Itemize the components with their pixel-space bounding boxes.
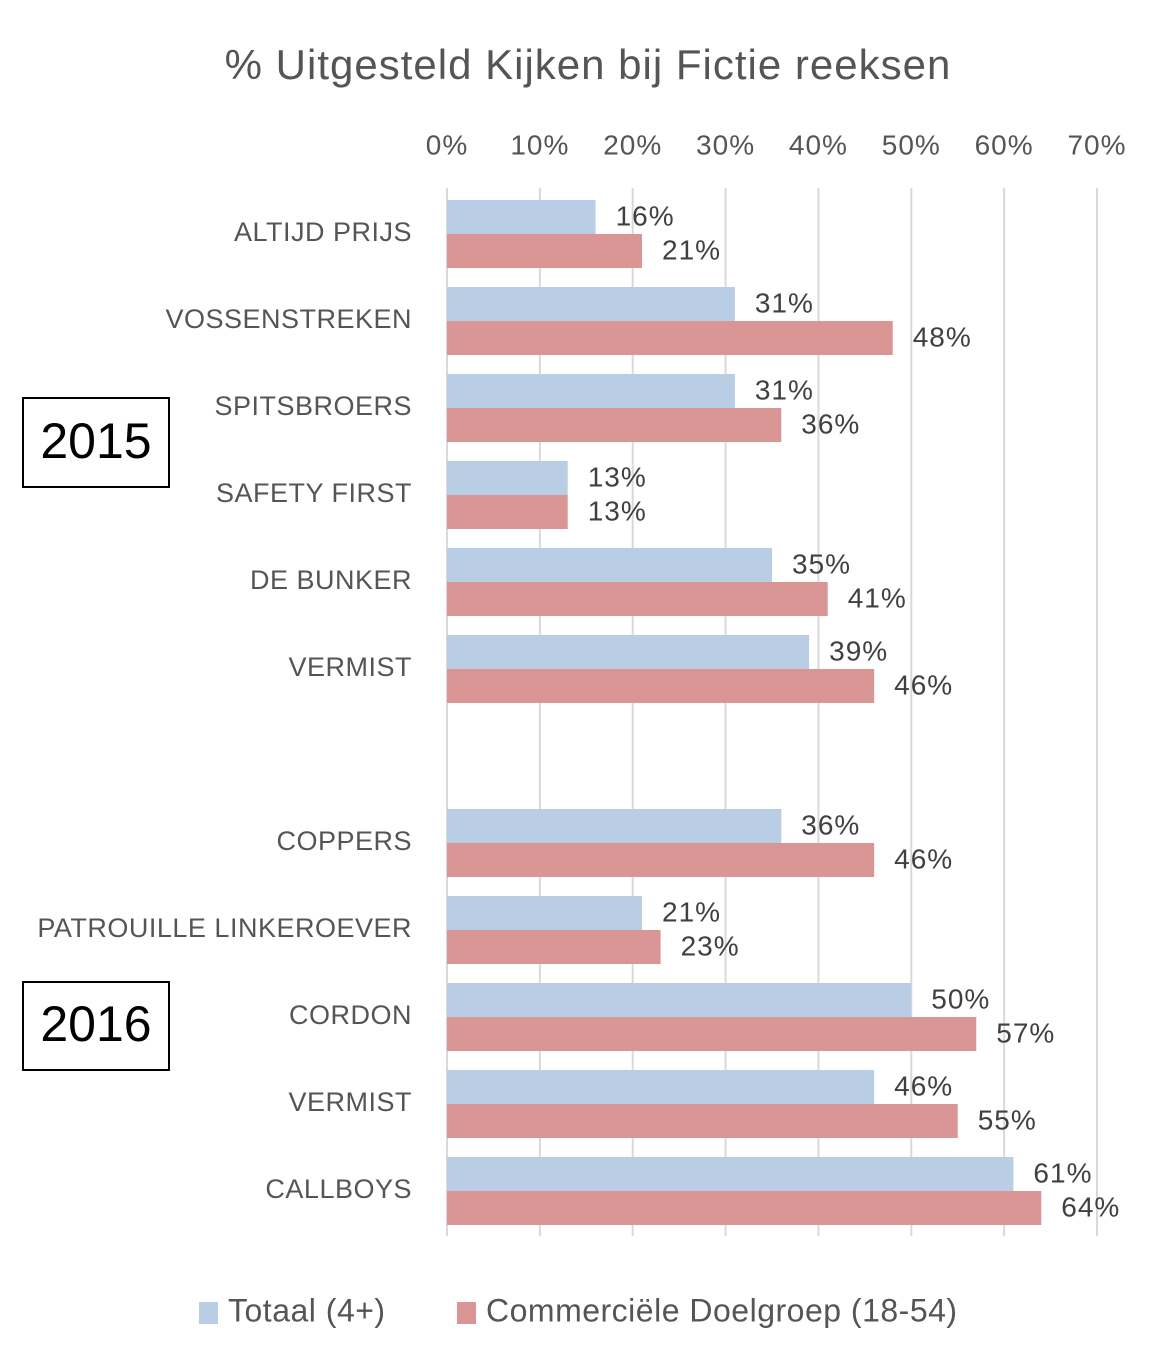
data-label: 55% xyxy=(978,1104,1037,1135)
y-tick-label: CALLBOYS xyxy=(265,1174,412,1204)
bar xyxy=(447,896,642,930)
bar xyxy=(447,321,893,355)
data-label: 46% xyxy=(894,1070,953,1101)
bar xyxy=(447,669,875,703)
data-label: 64% xyxy=(1061,1191,1120,1222)
legend-swatch xyxy=(457,1302,476,1324)
bar xyxy=(447,983,912,1017)
data-label: 50% xyxy=(931,983,990,1014)
bar xyxy=(447,1191,1042,1225)
data-label: 36% xyxy=(801,408,860,439)
bar xyxy=(447,548,772,582)
data-label: 13% xyxy=(588,461,647,492)
bar xyxy=(447,809,782,843)
bar xyxy=(447,582,828,616)
bar xyxy=(447,234,642,268)
x-tick-label: 60% xyxy=(975,129,1034,160)
annotation-box xyxy=(22,397,170,488)
y-tick-label: SAFETY FIRST xyxy=(216,478,412,508)
x-tick-label: 70% xyxy=(1067,129,1126,160)
y-tick-label: VERMIST xyxy=(288,652,412,682)
x-tick-label: 50% xyxy=(882,129,941,160)
bar xyxy=(447,1157,1014,1191)
annotation-box xyxy=(22,981,170,1071)
x-tick-label: 30% xyxy=(696,129,755,160)
data-label: 31% xyxy=(755,374,814,405)
data-label: 36% xyxy=(801,809,860,840)
bar xyxy=(447,1017,977,1051)
data-label: 23% xyxy=(681,930,740,961)
bar xyxy=(447,408,782,442)
bar xyxy=(447,1070,875,1104)
data-label: 35% xyxy=(792,548,851,579)
bar xyxy=(447,930,661,964)
y-tick-label: PATROUILLE LINKEROEVER xyxy=(37,913,412,943)
bar xyxy=(447,374,735,408)
y-tick-label: SPITSBROERS xyxy=(214,391,412,421)
bar xyxy=(447,495,568,529)
chart-title: % Uitgesteld Kijken bij Fictie reeksen xyxy=(225,41,952,88)
annotation: 2015 xyxy=(40,413,151,469)
data-label: 61% xyxy=(1033,1157,1092,1188)
y-tick-label: ALTIJD PRIJS xyxy=(234,217,412,247)
data-label: 46% xyxy=(894,843,953,874)
x-tick-label: 0% xyxy=(426,129,468,160)
y-tick-label: VOSSENSTREKEN xyxy=(165,304,412,334)
bar xyxy=(447,200,596,234)
data-label: 13% xyxy=(588,495,647,526)
bar xyxy=(447,843,875,877)
y-tick-label: CORDON xyxy=(289,1000,412,1030)
annotation: 2016 xyxy=(40,996,151,1052)
data-label: 21% xyxy=(662,896,721,927)
x-tick-label: 20% xyxy=(603,129,662,160)
data-label: 31% xyxy=(755,287,814,318)
data-label: 16% xyxy=(616,200,675,231)
data-label: 48% xyxy=(913,321,972,352)
y-tick-label: DE BUNKER xyxy=(250,565,412,595)
legend-label: Totaal (4+) xyxy=(228,1292,386,1328)
bar xyxy=(447,461,568,495)
bar xyxy=(447,1104,958,1138)
data-label: 21% xyxy=(662,234,721,265)
y-tick-label: VERMIST xyxy=(288,1087,412,1117)
y-tick-label: COPPERS xyxy=(276,826,412,856)
x-tick-label: 10% xyxy=(510,129,569,160)
data-label: 41% xyxy=(848,582,907,613)
bar xyxy=(447,287,735,321)
legend-swatch xyxy=(199,1302,218,1324)
data-label: 46% xyxy=(894,669,953,700)
data-label: 39% xyxy=(829,635,888,666)
x-tick-label: 40% xyxy=(789,129,848,160)
bar xyxy=(447,635,810,669)
data-label: 57% xyxy=(996,1017,1055,1048)
legend-label: Commerciële Doelgroep (18-54) xyxy=(486,1292,958,1328)
